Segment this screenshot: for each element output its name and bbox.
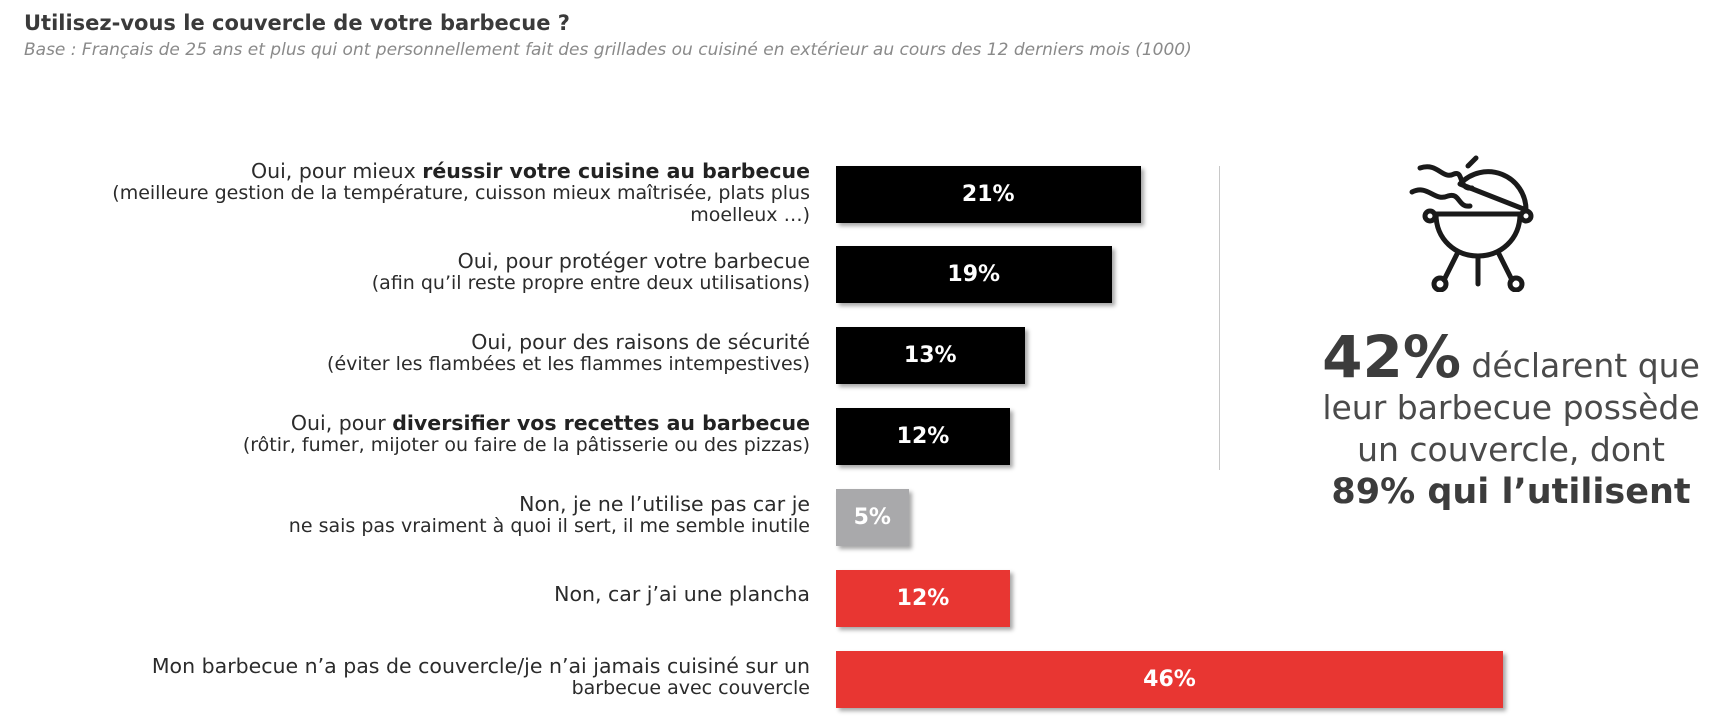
bar-value-label-6: 12% <box>896 586 950 611</box>
chart-title: Utilisez-vous le couvercle de votre barb… <box>24 11 570 35</box>
category-label-5: Non, je ne l’utilise pas car je ne sais p… <box>288 492 810 537</box>
category-label-7: Mon barbecue n’a pas de couvercle/je n’a… <box>151 654 810 699</box>
bar-6 <box>836 570 1010 627</box>
bar-value-label-1: 21% <box>961 182 1015 207</box>
category-label-4: Oui, pour diversifier vos recettes au ba… <box>242 411 810 456</box>
chart-subtitle: Base : Français de 25 ans et plus qui on… <box>24 40 1192 60</box>
category-label-1: Oui, pour mieux réussir votre cuisine au… <box>112 159 810 226</box>
grill-icon <box>1409 155 1534 292</box>
bar-7 <box>836 651 1503 708</box>
divider <box>1219 166 1220 470</box>
callout-big-value: 42% <box>1322 323 1461 391</box>
bar-value-label-2: 19% <box>947 262 1001 287</box>
side-callout: 42% déclarent que leur barbecue possède … <box>1296 328 1726 513</box>
callout-line3: un couvercle, dont <box>1357 430 1665 469</box>
bar-value-label-7: 46% <box>1143 667 1196 692</box>
bar-3 <box>836 327 1025 384</box>
bar-5 <box>836 489 909 546</box>
callout-line1: déclarent que <box>1460 346 1700 385</box>
bar-value-label-4: 12% <box>896 424 950 449</box>
callout-line2: leur barbecue possède <box>1322 388 1700 427</box>
category-label-2: Oui, pour protéger votre barbecue (afin q… <box>371 249 810 294</box>
bar-value-label-5: 5% <box>853 505 891 530</box>
bar-1 <box>836 166 1141 223</box>
callout-line4: 89% qui l’utilisent <box>1331 472 1691 512</box>
category-label-6: Non, car j’ai une plancha <box>554 582 810 606</box>
bar-4 <box>836 408 1010 465</box>
bar-value-label-3: 13% <box>903 343 957 368</box>
bar-2 <box>836 246 1112 303</box>
category-label-3: Oui, pour des raisons de sécurité (éviter… <box>327 330 810 375</box>
